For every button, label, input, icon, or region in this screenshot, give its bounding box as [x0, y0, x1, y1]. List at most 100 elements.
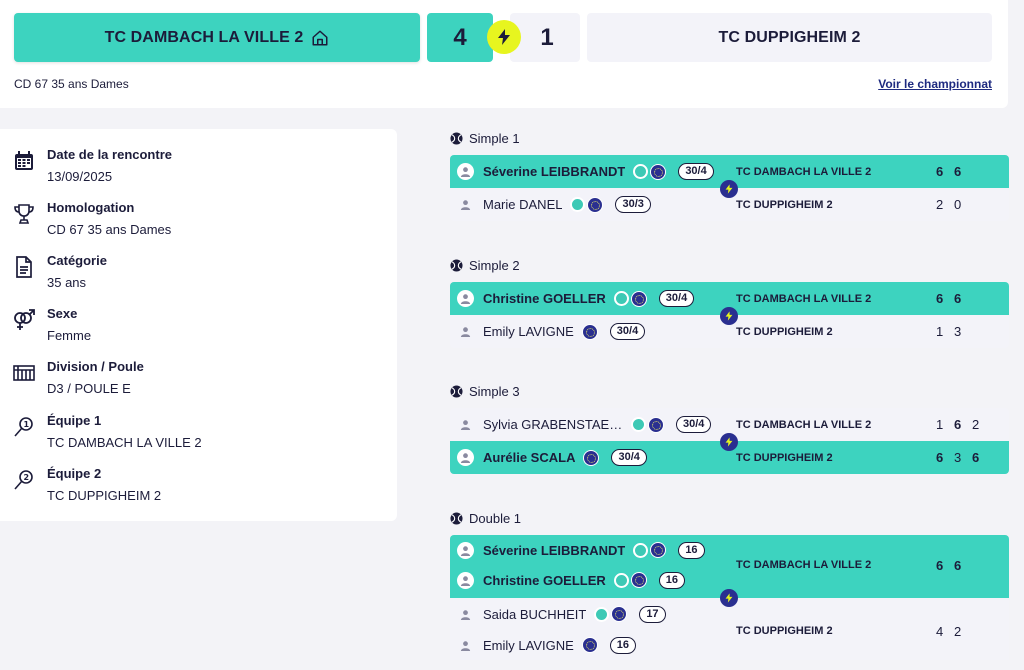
info-title: Catégorie	[47, 253, 107, 268]
match-title: Simple 2	[450, 258, 520, 273]
player-name[interactable]: Séverine LEIBBRANDT	[483, 542, 626, 558]
away-team-button[interactable]: TC DUPPIGHEIM 2	[587, 13, 992, 62]
match-double-1[interactable]: Séverine LEIBBRANDT 16 Christine GOELLER…	[450, 535, 1009, 660]
tennis-badge-icon	[631, 417, 646, 432]
match-title-text: Double 1	[469, 511, 522, 526]
player-name[interactable]: Emily LAVIGNE	[483, 637, 574, 653]
player-name[interactable]: Séverine LEIBBRANDT	[483, 164, 626, 179]
match-title: Double 1	[450, 511, 521, 526]
double-winner-block: Séverine LEIBBRANDT 16 Christine GOELLER…	[450, 535, 1009, 598]
team-name: TC DUPPIGHEIM 2	[736, 198, 833, 211]
set-score: 3	[954, 324, 962, 339]
double-loser-block: Saida BUCHHEIT 17 Emily LAVIGNE 16 TC DU…	[450, 598, 1009, 660]
info-value: TC DUPPIGHEIM 2	[47, 488, 162, 503]
set-score: 2	[936, 197, 944, 212]
player-name[interactable]: Christine GOELLER	[483, 291, 606, 306]
tennis-badge-icon	[613, 291, 629, 306]
info-team1: 1 Équipe 1 TC DAMBACH LA VILLE 2	[12, 413, 202, 450]
match-header: TC DAMBACH LA VILLE 2 4 1 TC DUPPIGHEIM …	[0, 0, 1008, 108]
away-score: 1	[510, 13, 580, 62]
match-simple-1[interactable]: Séverine LEIBBRANDT 30/4 TC DAMBACH LA V…	[450, 155, 1009, 221]
ranking-badge: 16	[678, 541, 705, 559]
player-name[interactable]: Saida BUCHHEIT	[483, 606, 587, 622]
home-team-name: TC DAMBACH LA VILLE 2	[104, 28, 304, 46]
eu-badge-icon	[587, 196, 604, 213]
player-name[interactable]: Sylvia GRABENSTAETTER	[483, 417, 623, 432]
home-score: 4	[427, 13, 493, 62]
tennis-badge-icon	[570, 197, 586, 212]
info-title: Division / Poule	[47, 359, 144, 374]
table-icon	[12, 361, 36, 385]
team-name: TC DAMBACH LA VILLE 2	[736, 559, 872, 571]
player-name[interactable]: Emily LAVIGNE	[483, 324, 574, 339]
info-title: Équipe 2	[47, 466, 102, 481]
info-division: Division / Poule D3 / POULE E	[12, 359, 144, 396]
user-icon	[457, 323, 474, 340]
eu-badge-icon	[583, 449, 600, 466]
championship-link[interactable]: Voir le championnat	[878, 77, 992, 91]
user-icon	[457, 571, 474, 589]
user-icon	[457, 606, 474, 623]
tennis-ball-icon	[450, 259, 463, 272]
ranking-badge: 17	[639, 605, 666, 623]
team-name: TC DUPPIGHEIM 2	[736, 625, 833, 637]
ranking-badge: 30/3	[615, 196, 651, 213]
ranking-badge: 30/4	[609, 323, 646, 340]
match-simple-2[interactable]: Christine GOELLER 30/4 TC DAMBACH LA VIL…	[450, 282, 1009, 348]
team-name: TC DUPPIGHEIM 2	[736, 325, 833, 338]
set-score: 6	[954, 164, 962, 179]
info-homologation: Homologation CD 67 35 ans Dames	[12, 200, 171, 237]
info-title: Date de la rencontre	[47, 147, 172, 162]
match-row-loser: Emily LAVIGNE 16	[450, 630, 1009, 660]
set-score: 6	[954, 558, 962, 573]
eu-badge-icon	[650, 163, 667, 180]
home-team-button[interactable]: TC DAMBACH LA VILLE 2	[14, 13, 420, 62]
team-name: TC DAMBACH LA VILLE 2	[736, 418, 872, 431]
eu-badge-icon	[611, 606, 628, 622]
player-name[interactable]: Aurélie SCALA	[483, 450, 576, 465]
lightning-icon	[720, 589, 738, 607]
set-score: 6	[954, 291, 962, 306]
gender-icon	[12, 308, 36, 332]
player-name[interactable]: Marie DANEL	[483, 197, 563, 212]
lightning-icon	[720, 180, 738, 198]
user-icon	[457, 637, 474, 654]
match-title-text: Simple 3	[469, 384, 520, 399]
match-title-text: Simple 1	[469, 131, 520, 146]
info-value: 35 ans	[47, 275, 87, 290]
user-icon	[457, 449, 474, 466]
calendar-icon	[12, 149, 36, 173]
tennis-badge-icon	[633, 164, 649, 179]
team-name: TC DUPPIGHEIM 2	[736, 451, 833, 464]
info-value: CD 67 35 ans Dames	[47, 222, 172, 237]
user-icon	[457, 416, 474, 433]
user-icon	[457, 541, 474, 559]
set-score: 6	[936, 164, 944, 179]
set-score: 6	[954, 417, 962, 432]
info-date: Date de la rencontre 13/09/2025	[12, 147, 172, 184]
tennis-badge-icon	[594, 606, 610, 622]
match-simple-3[interactable]: Sylvia GRABENSTAETTER 30/4 TC DAMBACH LA…	[450, 408, 1009, 474]
eu-badge-icon	[648, 416, 664, 433]
lightning-icon	[720, 307, 738, 325]
info-value: Femme	[47, 328, 92, 343]
tennis-badge-icon	[633, 542, 649, 558]
player-name[interactable]: Christine GOELLER	[483, 572, 606, 588]
tennis-ball-icon	[450, 132, 463, 145]
ranking-badge: 16	[658, 571, 686, 589]
info-value: 13/09/2025	[47, 169, 113, 184]
info-value: TC DAMBACH LA VILLE 2	[47, 435, 202, 450]
user-icon	[457, 163, 474, 180]
svg-text:2: 2	[24, 473, 30, 482]
set-score: 6	[936, 450, 944, 465]
document-icon	[12, 255, 36, 279]
svg-text:1: 1	[24, 420, 30, 429]
eu-badge-icon	[630, 572, 647, 588]
set-score: 6	[972, 450, 980, 465]
